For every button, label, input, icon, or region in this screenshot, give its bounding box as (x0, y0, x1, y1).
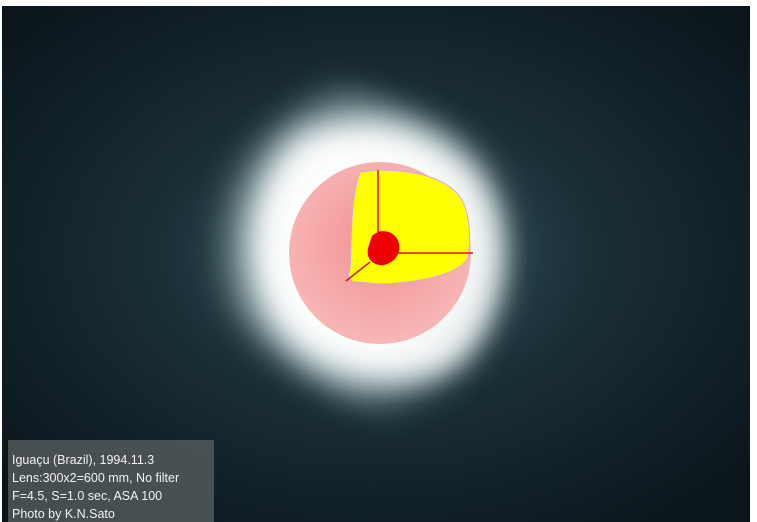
caption-line: Lens:300x2=600 mm, No filter (12, 471, 179, 485)
photo: Iguaçu (Brazil), 1994.11.3 Lens:300x2=60… (0, 0, 757, 522)
caption-line: Iguaçu (Brazil), 1994.11.3 (12, 453, 154, 467)
caption-line: F=4.5, S=1.0 sec, ASA 100 (12, 489, 162, 503)
caption-line: Photo by K.N.Sato (12, 507, 115, 521)
